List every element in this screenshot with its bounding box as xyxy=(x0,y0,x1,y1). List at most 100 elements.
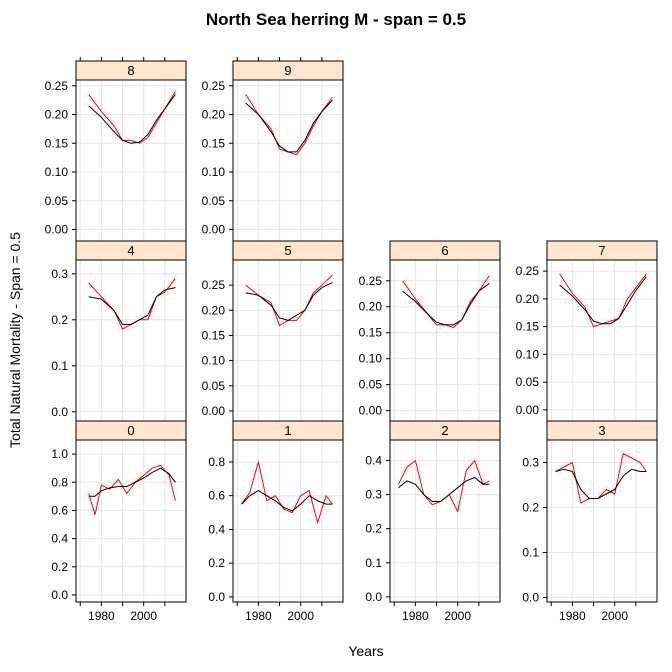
y-tick-label: 0.15 xyxy=(45,136,69,150)
plot-border xyxy=(232,439,344,603)
y-tick-label: 0.25 xyxy=(202,278,226,292)
y-tick-label: 0.0 xyxy=(51,588,68,602)
y-tick-label: 0.00 xyxy=(516,403,540,417)
y-tick-label: 0.10 xyxy=(359,352,383,366)
y-tick-label: 0.15 xyxy=(516,320,540,334)
strip-label: 4 xyxy=(127,243,134,258)
grid-lines xyxy=(233,440,343,602)
series-smooth-line xyxy=(88,94,176,144)
series-smooth-line xyxy=(241,490,333,512)
y-tick-label: 0.8 xyxy=(51,475,68,489)
series-smooth-line xyxy=(398,477,490,502)
grid-lines xyxy=(390,440,500,602)
y-tick-label: 0.6 xyxy=(51,503,68,517)
series-observed-line xyxy=(88,464,176,516)
y-tick-label: 0.20 xyxy=(202,303,226,317)
plot-border xyxy=(546,439,658,603)
series-observed-line xyxy=(555,453,647,504)
x-tick-label: 2000 xyxy=(601,609,628,623)
y-tick-label: 0.8 xyxy=(208,455,225,469)
panel-grid: 80.000.050.100.150.200.2590.000.050.100.… xyxy=(45,57,658,623)
panel-3: 3 0.0 0.1 0.2 0.3 1980 2000 xyxy=(522,420,658,623)
panel-7: 7 0.00 0.05 0.10 0.15 0.20 0.25 xyxy=(516,240,658,422)
series-observed-line xyxy=(398,460,490,513)
series-observed-line xyxy=(245,94,333,156)
y-tick-label: 0.4 xyxy=(51,532,68,546)
y-tick-label: 0.00 xyxy=(45,223,69,237)
y-tick-label: 0.20 xyxy=(202,108,226,122)
y-tick-label: 0.15 xyxy=(202,136,226,150)
series-observed-line xyxy=(241,461,333,524)
y-tick-label: 0.20 xyxy=(359,300,383,314)
y-tick-label: 0.05 xyxy=(359,378,383,392)
panel-9: 9 0.00 0.05 0.10 0.15 0.20 0.25 xyxy=(202,57,344,242)
y-tick-label: 0.1 xyxy=(365,556,382,570)
grid-lines xyxy=(547,260,657,421)
y-tick-label: 0.10 xyxy=(516,347,540,361)
x-axis-title: Years xyxy=(348,643,383,659)
y-tick-label: 0.15 xyxy=(359,326,383,340)
y-tick-label: 0.00 xyxy=(202,223,226,237)
x-tick-label: 1980 xyxy=(245,609,272,623)
series-observed-line xyxy=(245,274,333,326)
y-tick-label: 0.1 xyxy=(522,546,539,560)
grid-lines xyxy=(233,80,343,241)
y-tick-label: 0.4 xyxy=(208,522,225,536)
y-tick-label: 0.2 xyxy=(365,522,382,536)
y-tick-label: 0.10 xyxy=(202,165,226,179)
plot-border xyxy=(232,79,344,242)
x-tick-label: 1980 xyxy=(559,609,586,623)
panel-4: 4 0.0 0.1 0.2 0.3 xyxy=(51,240,187,422)
y-tick-label: 0.2 xyxy=(522,501,539,515)
strip-label: 8 xyxy=(127,63,134,78)
y-tick-label: 0.20 xyxy=(45,108,69,122)
y-tick-label: 0.2 xyxy=(208,556,225,570)
panel-1: 1 0.0 0.2 0.4 0.6 0.8 1980 2000 xyxy=(208,420,344,623)
series-smooth-line xyxy=(559,276,647,325)
strip-label: 7 xyxy=(598,243,605,258)
y-tick-label: 0.25 xyxy=(45,79,69,93)
y-tick-label: 0.00 xyxy=(359,404,383,418)
chart-title: North Sea herring M - span = 0.5 xyxy=(206,10,466,29)
y-tick-label: 0.25 xyxy=(516,264,540,278)
x-tick-label: 2000 xyxy=(444,609,471,623)
panel-5: 5 0.00 0.05 0.10 0.15 0.20 0.25 xyxy=(202,240,344,422)
grid-lines xyxy=(390,260,500,421)
panel-2: 2 0.0 0.1 0.2 0.3 0.4 1980 2000 xyxy=(365,420,501,623)
grid-lines xyxy=(76,80,186,241)
series-smooth-line xyxy=(245,99,333,153)
strip-label: 0 xyxy=(127,423,134,438)
y-tick-label: 0.2 xyxy=(51,560,68,574)
strip-label: 5 xyxy=(284,243,291,258)
x-tick-label: 2000 xyxy=(287,609,314,623)
y-tick-label: 0.25 xyxy=(202,79,226,93)
y-tick-label: 0.05 xyxy=(45,194,69,208)
panel-8: 8 0.00 0.05 0.10 0.15 0.20 0.25 xyxy=(45,57,187,242)
plot-border xyxy=(389,439,501,603)
series-observed-line xyxy=(88,91,176,144)
strip-label: 9 xyxy=(284,63,291,78)
series-smooth-line xyxy=(402,282,490,326)
series-smooth-line xyxy=(88,287,176,325)
y-tick-label: 0.05 xyxy=(516,375,540,389)
y-tick-label: 0.20 xyxy=(516,292,540,306)
y-tick-label: 0.1 xyxy=(51,359,68,373)
y-tick-label: 0.0 xyxy=(208,590,225,604)
y-tick-label: 0.00 xyxy=(202,404,226,418)
panel-6: 6 0.00 0.05 0.10 0.15 0.20 0.25 xyxy=(359,240,501,422)
series-observed-line xyxy=(402,275,490,328)
panel-0: 0 0.0 0.2 0.4 0.6 0.8 1.0 1980 2000 xyxy=(51,420,187,623)
y-tick-label: 0.6 xyxy=(208,489,225,503)
strip-label: 6 xyxy=(441,243,448,258)
y-tick-label: 0.0 xyxy=(365,590,382,604)
x-tick-label: 1980 xyxy=(402,609,429,623)
x-tick-label: 1980 xyxy=(88,609,115,623)
grid-lines xyxy=(233,260,343,421)
series-smooth-line xyxy=(88,467,176,497)
y-tick-label: 0.25 xyxy=(359,274,383,288)
y-tick-label: 0.4 xyxy=(365,453,382,467)
grid-lines xyxy=(76,260,186,421)
plot-border xyxy=(232,259,344,422)
y-tick-label: 0.10 xyxy=(202,354,226,368)
